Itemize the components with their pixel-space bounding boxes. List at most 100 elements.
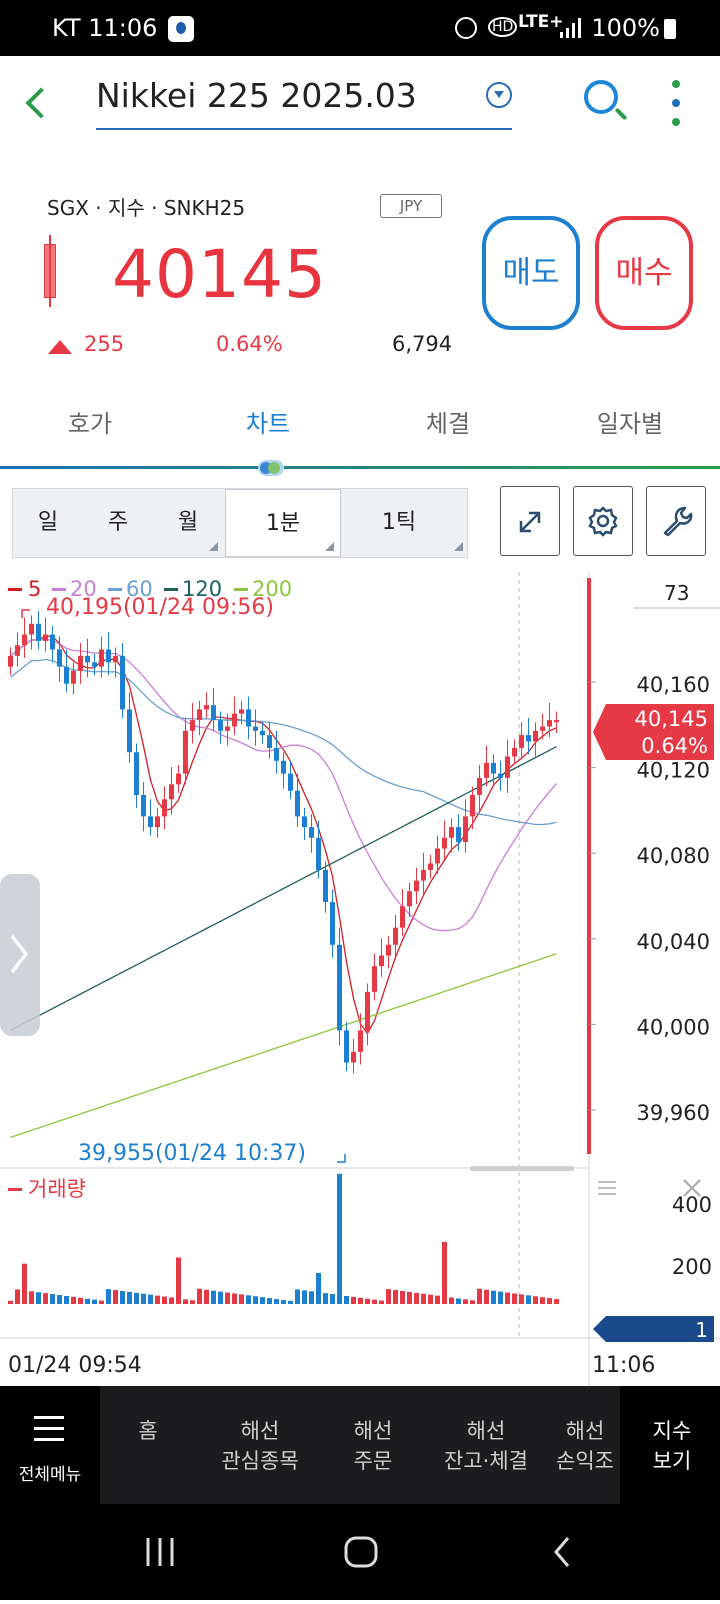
period-month[interactable]: 월 (177, 510, 199, 535)
volume-bar (477, 1288, 482, 1304)
volume-bar (162, 1296, 167, 1304)
volume-bar (379, 1300, 384, 1304)
legend-ma60: 60 (126, 577, 153, 601)
candle-body (162, 799, 167, 817)
carrier-label: KT (52, 14, 81, 42)
legend-ma200: 200 (252, 577, 292, 601)
more-vert-icon[interactable] (672, 80, 680, 126)
panel-resize-handle[interactable] (470, 1166, 574, 1171)
wrench-icon (663, 506, 693, 537)
chart-canvas[interactable]: 5 20 60 120 200 40,195(01/24 09:56) 39,9… (0, 572, 720, 1386)
nav-index[interactable]: 지수 보기 (652, 1419, 692, 1473)
volume-bar (120, 1290, 125, 1304)
volume-bar (505, 1292, 510, 1304)
candle-body (428, 863, 433, 870)
side-expand-tab[interactable] (0, 874, 40, 1036)
y-tick-label: 39,960 (637, 1101, 710, 1125)
nav-balance[interactable]: 해선 잔고·체결 (444, 1419, 528, 1473)
candle-body (533, 730, 538, 742)
volume-bar (113, 1290, 118, 1304)
high-label: 40,195(01/24 09:56) (46, 595, 274, 620)
volume-bar (309, 1291, 314, 1304)
candle-body (148, 816, 153, 828)
volume-value: 6,794 (392, 332, 453, 356)
volume-bar (99, 1300, 104, 1304)
volume-bar (484, 1289, 489, 1304)
tab-daily[interactable]: 일자별 (596, 410, 664, 438)
nav-pnl[interactable]: 해선 손익조 (556, 1419, 614, 1473)
volume-bar (8, 1300, 13, 1304)
signal-icon (558, 18, 581, 38)
tab-trades[interactable]: 체결 (425, 410, 471, 438)
panel-menu-icon[interactable] (598, 1181, 616, 1195)
volume-bar (316, 1273, 321, 1304)
period-selector: 일 주 월 1분 1틱 (12, 488, 468, 558)
volume-bar (498, 1291, 503, 1304)
tools-button[interactable] (646, 486, 706, 556)
back-icon[interactable] (554, 1537, 570, 1567)
period-1tick[interactable]: 1틱 (381, 510, 417, 535)
chevron-right-icon (10, 934, 29, 974)
sell-button[interactable]: 매도 (482, 216, 580, 330)
volume-last-badge (593, 1316, 714, 1342)
candle-body (484, 762, 489, 778)
app-notification-icon (168, 16, 194, 42)
hd-voice-icon: HD (488, 17, 518, 37)
volume-bar (85, 1298, 90, 1304)
candle-body (379, 955, 384, 967)
volume-bar (274, 1299, 279, 1304)
home-icon[interactable] (344, 1536, 378, 1568)
dropdown-icon[interactable] (486, 82, 512, 108)
period-day[interactable]: 일 (37, 510, 59, 535)
candle-body (246, 709, 251, 727)
y-tick-label: 40,080 (637, 844, 710, 868)
candle-body (204, 705, 209, 710)
candle-body (92, 662, 97, 667)
volume-bar (547, 1298, 552, 1304)
panel-close-icon[interactable] (683, 1179, 701, 1197)
app-header: Nikkei 225 2025.03 (0, 56, 720, 156)
instrument-title[interactable]: Nikkei 225 2025.03 (96, 76, 417, 115)
volume-bar (295, 1289, 300, 1304)
period-week[interactable]: 주 (107, 510, 129, 535)
tick-corner-icon (454, 542, 463, 551)
volume-bar (407, 1291, 412, 1304)
candle-body (15, 645, 20, 656)
candle-body (470, 795, 475, 817)
nav-watchlist[interactable]: 해선 관심종목 (221, 1419, 299, 1473)
settings-button[interactable] (573, 486, 633, 556)
nav-all-menu[interactable]: 전체메뉴 (18, 1465, 82, 1485)
volume-bar (176, 1257, 181, 1304)
candle-body (211, 705, 216, 721)
status-left: KT 11:06 (52, 14, 157, 42)
candle-body (78, 655, 83, 671)
search-icon[interactable] (584, 80, 618, 114)
candle-body (64, 666, 69, 684)
gear-icon (588, 506, 618, 537)
expand-icon (519, 511, 541, 533)
recent-apps-icon[interactable] (146, 1538, 174, 1566)
candle-body (519, 735, 524, 748)
ma120-line (10, 746, 557, 1031)
price-chart[interactable]: 5 20 60 120 200 40,195(01/24 09:56) 39,9… (0, 572, 720, 1386)
menu-icon[interactable] (34, 1416, 64, 1442)
candle-body (288, 773, 293, 791)
y-tick-label: 40,120 (637, 759, 710, 783)
expand-button[interactable] (500, 486, 560, 556)
nav-home[interactable]: 홈 (138, 1419, 158, 1443)
volume-bar (43, 1293, 48, 1304)
x-label-start: 01/24 09:54 (8, 1353, 142, 1378)
volume-tick-200: 200 (672, 1255, 712, 1279)
tab-chart[interactable]: 차트 (245, 410, 291, 438)
candle-body (176, 773, 181, 785)
nav-order[interactable]: 해선 주문 (353, 1419, 393, 1473)
candle-body (547, 720, 552, 727)
candle-body (113, 655, 118, 663)
system-nav-bar (0, 1504, 720, 1600)
tab-orderbook[interactable]: 호가 (67, 410, 113, 438)
candle-body (232, 713, 237, 727)
back-arrow-icon[interactable] (25, 87, 57, 119)
candle-body (71, 670, 76, 684)
period-1min[interactable]: 1분 (225, 489, 341, 557)
buy-button[interactable]: 매수 (595, 216, 693, 330)
